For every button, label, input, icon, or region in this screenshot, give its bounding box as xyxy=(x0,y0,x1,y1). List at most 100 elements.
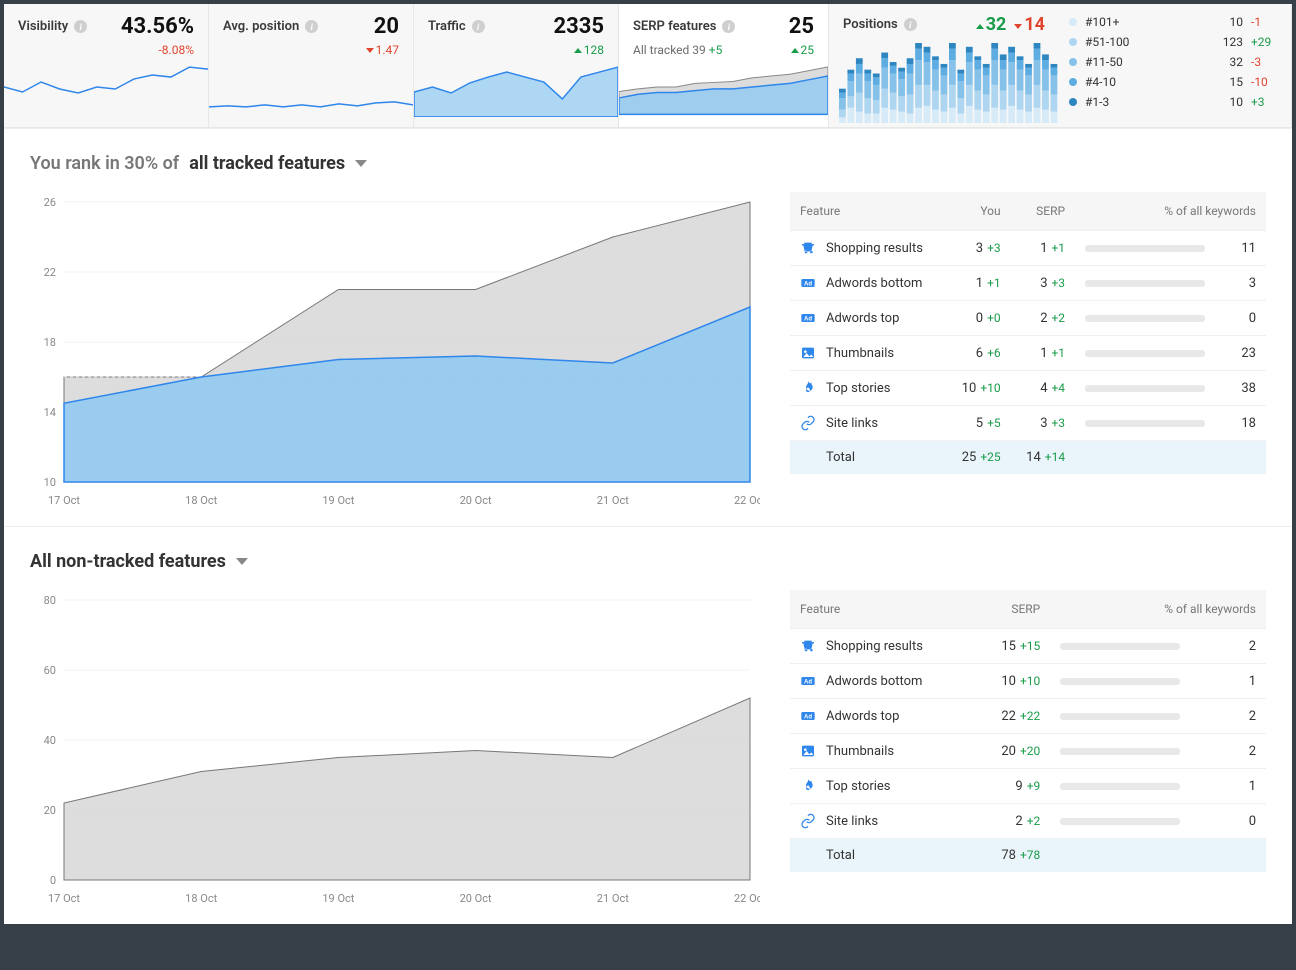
feature-name: Adwords top xyxy=(826,709,899,724)
svg-text:18: 18 xyxy=(44,336,56,349)
feature-name: Site links xyxy=(826,416,878,431)
table-row[interactable]: Thumbnails6+61+123 xyxy=(790,336,1266,371)
avg-position-delta: 1.47 xyxy=(209,39,413,57)
col-serp: SERP xyxy=(1011,192,1075,231)
table-row[interactable]: Top stories9+91 xyxy=(790,769,1266,804)
svg-text:18 Oct: 18 Oct xyxy=(185,494,217,507)
tracked-features-section: You rank in 30% of all tracked features … xyxy=(4,128,1292,526)
info-icon[interactable]: i xyxy=(472,20,485,33)
ad-icon: Ad xyxy=(800,708,816,724)
image-icon xyxy=(800,743,816,759)
positions-title: Positions xyxy=(843,17,898,32)
positions-deltas: 32 14 xyxy=(976,14,1045,35)
svg-text:17 Oct: 17 Oct xyxy=(48,494,80,507)
col-feature: Feature xyxy=(790,590,974,629)
svg-text:17 Oct: 17 Oct xyxy=(48,892,80,905)
feature-name: Site links xyxy=(826,814,878,829)
svg-text:80: 80 xyxy=(44,594,56,607)
feature-name: Thumbnails xyxy=(826,346,894,361)
positions-barchart xyxy=(839,43,1059,123)
fire-icon xyxy=(800,380,816,396)
table-row[interactable]: Site links2+20 xyxy=(790,804,1266,839)
table-row[interactable]: Shopping results3+31+111 xyxy=(790,231,1266,266)
avg-position-title: Avg. position xyxy=(223,19,299,34)
table-row[interactable]: AdAdwords top22+222 xyxy=(790,699,1266,734)
col-pct: % of all keywords xyxy=(1075,192,1266,231)
svg-text:22: 22 xyxy=(44,266,56,279)
feature-name: Adwords bottom xyxy=(826,674,922,689)
info-icon[interactable]: i xyxy=(305,20,318,33)
chevron-down-icon[interactable] xyxy=(236,558,248,565)
traffic-card[interactable]: Traffic i 2335 128 xyxy=(414,4,619,127)
svg-text:10: 10 xyxy=(44,476,56,489)
feature-name: Shopping results xyxy=(826,639,923,654)
tracked-section-title[interactable]: You rank in 30% of all tracked features xyxy=(30,153,1266,174)
link-icon xyxy=(800,813,816,829)
traffic-title: Traffic xyxy=(428,19,466,34)
svg-text:19 Oct: 19 Oct xyxy=(322,892,354,905)
avg-position-value: 20 xyxy=(374,14,399,39)
positions-legend-row: #11-5032-3 xyxy=(1069,52,1281,72)
nontracked-section-title[interactable]: All non-tracked features xyxy=(30,551,1266,572)
feature-name: Top stories xyxy=(826,779,891,794)
col-feature: Feature xyxy=(790,192,946,231)
visibility-value: 43.56% xyxy=(121,14,194,39)
nontracked-features-table: FeatureSERP% of all keywordsShopping res… xyxy=(790,590,1266,872)
shopping-icon xyxy=(800,638,816,654)
svg-text:22 Oct: 22 Oct xyxy=(734,494,760,507)
svg-text:Ad: Ad xyxy=(804,282,812,288)
positions-card[interactable]: Positionsi 32 14 #101+10-1#51-100123+29#… xyxy=(829,4,1292,127)
image-icon xyxy=(800,345,816,361)
fire-icon xyxy=(800,778,816,794)
table-row[interactable]: Top stories10+104+438 xyxy=(790,371,1266,406)
table-total-row: Total25+2514+14 xyxy=(790,441,1266,475)
table-row[interactable]: Thumbnails20+202 xyxy=(790,734,1266,769)
table-row[interactable]: AdAdwords bottom10+101 xyxy=(790,664,1266,699)
svg-text:19 Oct: 19 Oct xyxy=(322,494,354,507)
positions-legend-row: #101+10-1 xyxy=(1069,12,1281,32)
table-row[interactable]: AdAdwords bottom1+13+33 xyxy=(790,266,1266,301)
col-you: You xyxy=(946,192,1010,231)
svg-text:20: 20 xyxy=(44,804,56,817)
visibility-card[interactable]: Visibilityi 43.56% -8.08% xyxy=(4,4,209,127)
svg-text:Ad: Ad xyxy=(804,715,812,721)
col-serp: SERP xyxy=(974,590,1050,629)
traffic-sparkline xyxy=(414,57,618,117)
positions-legend-row: #51-100123+29 xyxy=(1069,32,1281,52)
svg-text:21 Oct: 21 Oct xyxy=(597,892,629,905)
positions-legend-row: #4-1015-10 xyxy=(1069,72,1281,92)
svg-text:20 Oct: 20 Oct xyxy=(460,892,492,905)
traffic-value: 2335 xyxy=(554,14,605,39)
traffic-delta: 128 xyxy=(414,39,618,57)
link-icon xyxy=(800,415,816,431)
serp-title: SERP features xyxy=(633,19,716,34)
avg-position-card[interactable]: Avg. position i 20 1.47 xyxy=(209,4,414,127)
ad-icon: Ad xyxy=(800,673,816,689)
feature-name: Adwords top xyxy=(826,311,899,326)
table-total-row: Total78+78 xyxy=(790,839,1266,873)
table-row[interactable]: Shopping results15+152 xyxy=(790,629,1266,664)
svg-text:0: 0 xyxy=(50,874,56,887)
dashboard-page: Visibilityi 43.56% -8.08% Avg. position i… xyxy=(4,4,1292,924)
positions-legend: #101+10-1#51-100123+29#11-5032-3#4-1015-… xyxy=(1059,4,1291,127)
table-row[interactable]: Site links5+53+318 xyxy=(790,406,1266,441)
info-icon[interactable]: i xyxy=(74,20,87,33)
svg-text:Ad: Ad xyxy=(804,317,812,323)
serp-subtext: All tracked 39 +5 xyxy=(633,43,722,57)
avg-position-sparkline xyxy=(209,57,413,117)
table-row[interactable]: AdAdwords top0+02+20 xyxy=(790,301,1266,336)
shopping-icon xyxy=(800,240,816,256)
serp-features-card[interactable]: SERP featuresi 25 All tracked 39 +5 25 xyxy=(619,4,829,127)
feature-name: Adwords bottom xyxy=(826,276,922,291)
feature-name: Thumbnails xyxy=(826,744,894,759)
chevron-down-icon[interactable] xyxy=(355,160,367,167)
info-icon[interactable]: i xyxy=(904,18,917,31)
feature-name: Top stories xyxy=(826,381,891,396)
svg-text:18 Oct: 18 Oct xyxy=(185,892,217,905)
info-icon[interactable]: i xyxy=(722,20,735,33)
svg-text:21 Oct: 21 Oct xyxy=(597,494,629,507)
svg-text:Ad: Ad xyxy=(804,680,812,686)
tracked-features-table: FeatureYouSERP% of all keywordsShopping … xyxy=(790,192,1266,474)
serp-delta: 25 xyxy=(791,43,815,57)
nontracked-features-section: All non-tracked features 02040608017 Oct… xyxy=(4,526,1292,924)
